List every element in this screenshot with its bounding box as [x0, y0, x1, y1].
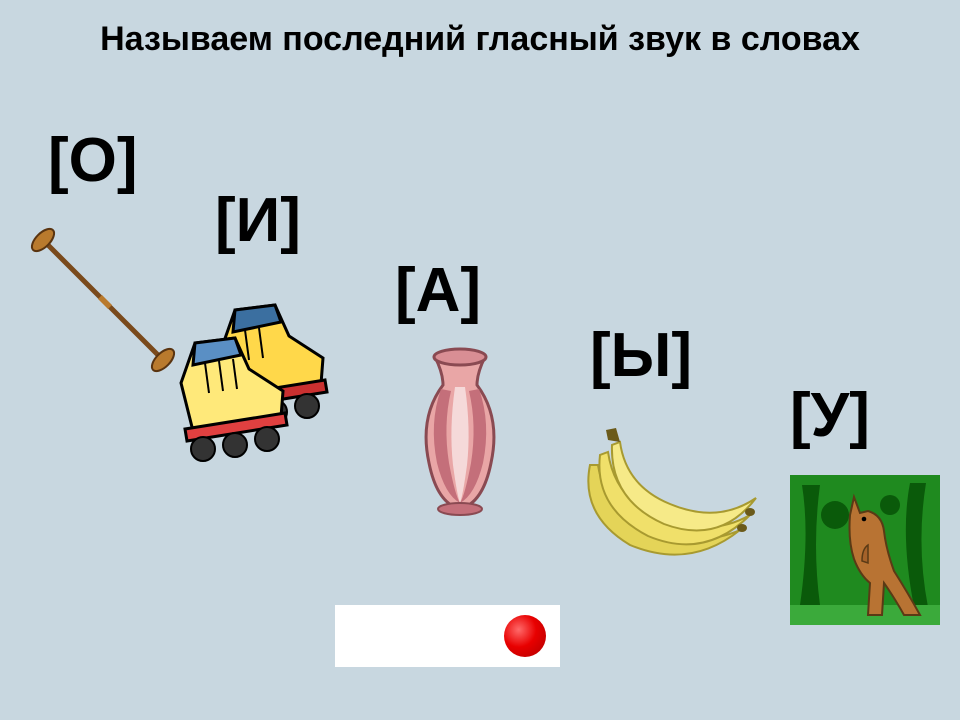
sound-label-yi: [Ы] — [590, 320, 692, 391]
answer-box — [335, 605, 560, 667]
red-dot-icon — [504, 615, 546, 657]
roller-skates-icon — [160, 275, 360, 475]
sound-label-a: [А] — [395, 255, 481, 326]
bananas-icon — [560, 420, 760, 570]
page-title: Называем последний гласный звук в словах — [0, 18, 960, 61]
sound-label-i: [И] — [215, 185, 301, 256]
sound-label-u: [У] — [790, 380, 870, 451]
kangaroo-icon — [790, 475, 940, 625]
sound-label-o: [О] — [48, 125, 138, 196]
vase-icon — [395, 345, 525, 520]
